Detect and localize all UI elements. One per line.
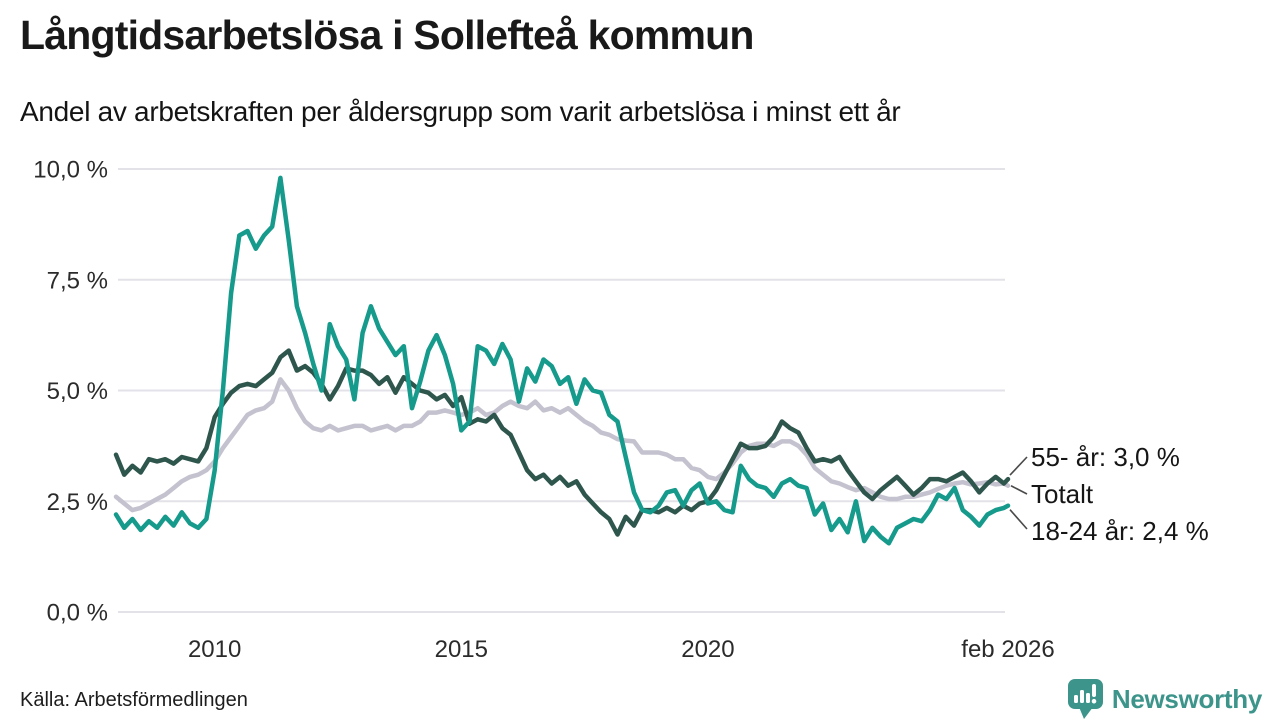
annotation-leader-line — [1009, 456, 1028, 476]
y-axis-tick-label: 7,5 % — [47, 267, 108, 294]
series-end-label-18-24-ar: 18-24 år: 2,4 % — [1031, 516, 1209, 546]
x-axis-tick-label: 2020 — [681, 636, 734, 663]
x-axis-tick-label: 2010 — [188, 636, 241, 663]
page-title: Långtidsarbetslösa i Sollefteå kommun — [20, 12, 754, 58]
series-line-55-r — [113, 348, 1011, 537]
series-end-label-totalt: Totalt — [1031, 479, 1094, 509]
newsworthy-logo-icon — [1067, 679, 1103, 719]
brand-name: Newsworthy — [1111, 683, 1262, 714]
annotation-leader-line — [1010, 485, 1028, 495]
series-line-18-24-r — [113, 175, 1011, 546]
y-axis-tick-label: 5,0 % — [47, 378, 108, 405]
y-axis-tick-label: 2,5 % — [47, 489, 108, 516]
series-line-totalt — [113, 377, 1011, 513]
annotation-leader-line — [1009, 509, 1028, 530]
series-end-label-55-ar: 55- år: 3,0 % — [1031, 442, 1180, 472]
y-axis-tick-label: 10,0 % — [33, 157, 108, 184]
page-subtitle: Andel av arbetskraften per åldersgrupp s… — [20, 96, 901, 127]
newsworthy-brand-link[interactable]: Newsworthy — [1067, 678, 1262, 720]
x-axis-tick-label: feb 2026 — [961, 636, 1054, 663]
x-axis-tick-label: 2015 — [435, 636, 488, 663]
source-note: Källa: Arbetsförmedlingen — [20, 689, 248, 711]
y-axis-tick-label: 0,0 % — [47, 600, 108, 627]
